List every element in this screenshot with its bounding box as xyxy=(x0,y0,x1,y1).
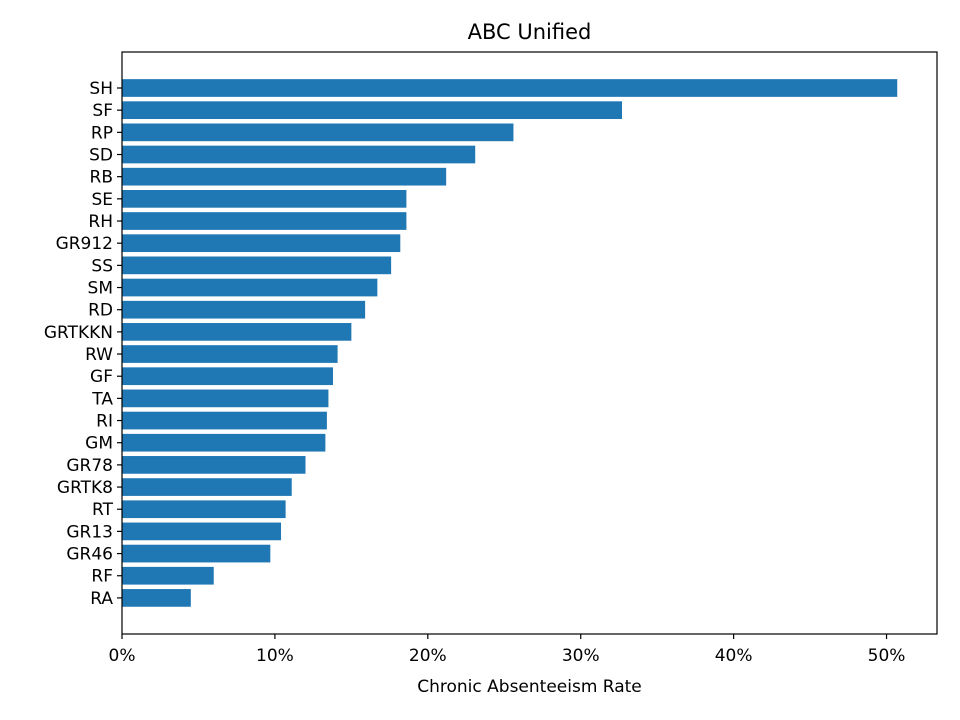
y-tick-label: RA xyxy=(90,589,113,609)
y-tick-label: RF xyxy=(91,567,113,587)
bar-rb xyxy=(122,167,447,186)
bar-sh xyxy=(122,79,898,97)
bar-sd xyxy=(122,145,476,164)
bar-gr912 xyxy=(122,234,401,253)
bar-ss xyxy=(122,256,392,275)
y-tick-label: GRTKKN xyxy=(44,323,113,343)
y-tick-label: RW xyxy=(85,345,113,365)
y-tick-label: GR46 xyxy=(66,545,113,565)
bar-rw xyxy=(122,345,338,363)
bar-ra xyxy=(122,589,191,607)
y-tick-label: SM xyxy=(88,279,113,299)
bar-rt xyxy=(122,500,286,519)
y-tick-label: GRTK8 xyxy=(57,478,113,498)
y-tick-label: SF xyxy=(92,101,113,121)
y-tick-label: SD xyxy=(89,146,113,166)
bar-gf xyxy=(122,367,334,386)
y-tick-label: GF xyxy=(90,367,113,387)
bar-gr78 xyxy=(122,456,306,474)
x-axis-label: Chronic Absenteeism Rate xyxy=(417,677,642,697)
y-tick-label: RD xyxy=(88,301,113,321)
y-tick-label: SE xyxy=(91,190,113,210)
y-tick-label: GM xyxy=(85,434,113,454)
x-tick-label: 10% xyxy=(256,646,294,666)
x-axis: 0% 10% 20% 30% 40% 50% xyxy=(109,634,906,666)
x-tick-label: 30% xyxy=(562,646,600,666)
y-tick-label: RP xyxy=(91,123,113,143)
bar-sm xyxy=(122,278,378,297)
y-tick-label: SH xyxy=(89,79,113,99)
bar-gm xyxy=(122,433,326,452)
bar-rd xyxy=(122,300,366,319)
x-tick-label: 50% xyxy=(868,646,906,666)
x-tick-label: 20% xyxy=(409,646,447,666)
y-tick-label: GR13 xyxy=(66,522,113,542)
y-tick-label: RT xyxy=(92,500,114,520)
bar-grtkkn xyxy=(122,323,352,341)
bar-rp xyxy=(122,123,514,142)
plot-frame xyxy=(121,51,938,635)
bar-ta xyxy=(122,389,329,408)
y-tick-label: RI xyxy=(96,412,113,432)
y-tick-label: SS xyxy=(91,256,113,276)
y-axis: SHSFRPSDRBSERHGR912SSSMRDGRTKKNRWGFTARIG… xyxy=(44,79,122,609)
x-tick-label: 0% xyxy=(109,646,136,666)
bar-rf xyxy=(122,566,214,585)
bar-sf xyxy=(122,101,623,120)
bar-ri xyxy=(122,411,327,430)
y-tick-label: TA xyxy=(91,389,113,409)
bar-se xyxy=(122,190,407,208)
bar-gr46 xyxy=(122,544,271,563)
x-tick-label: 40% xyxy=(715,646,753,666)
y-tick-label: RB xyxy=(90,168,113,188)
bar-grtk8 xyxy=(122,478,292,496)
bars-group xyxy=(122,79,898,607)
y-tick-label: RH xyxy=(88,212,113,232)
y-tick-label: GR912 xyxy=(56,234,113,254)
bar-rh xyxy=(122,212,407,230)
y-tick-label: GR78 xyxy=(66,456,113,476)
bar-gr13 xyxy=(122,522,282,541)
chart-title: ABC Unified xyxy=(468,20,592,44)
